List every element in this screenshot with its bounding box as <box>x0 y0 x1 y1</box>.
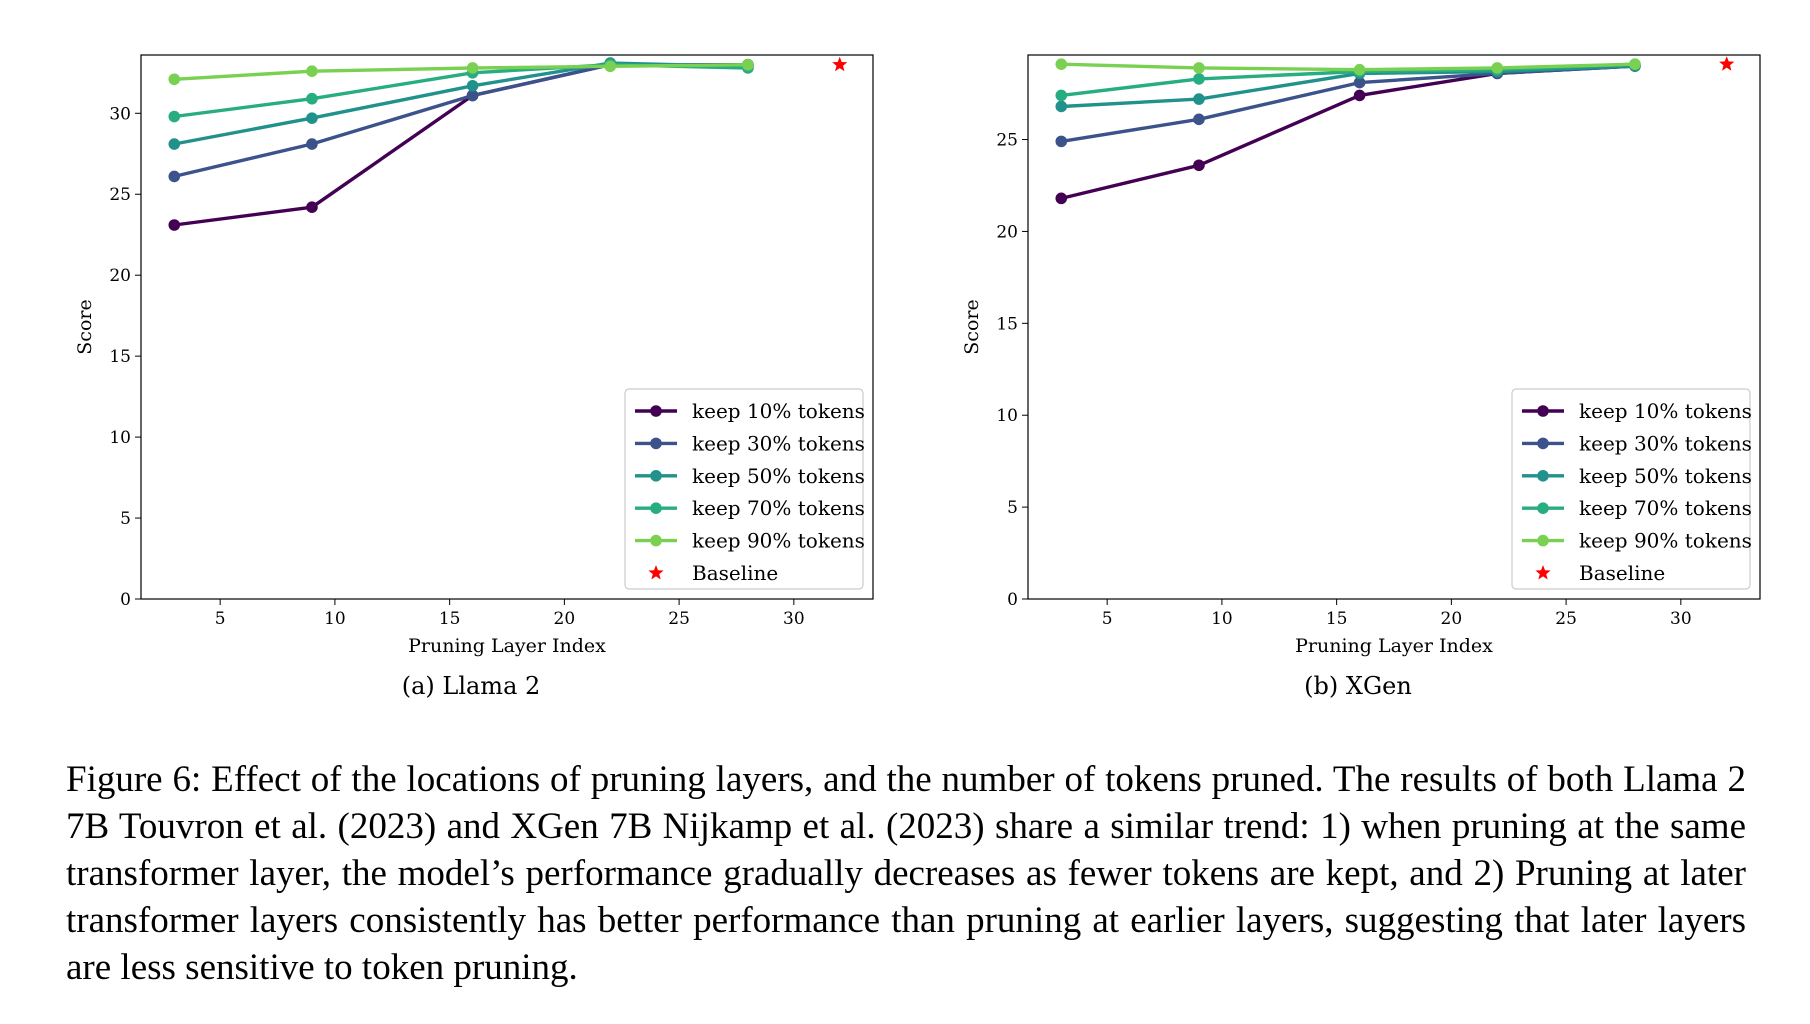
legend-marker <box>650 502 662 514</box>
data-point <box>604 60 617 73</box>
data-point <box>306 138 318 150</box>
data-point <box>306 92 318 105</box>
legend-label: keep 50% tokens <box>692 464 865 488</box>
series-line-5 <box>174 63 748 81</box>
data-point <box>1193 113 1205 126</box>
data-point <box>466 79 479 92</box>
y-tick-label: 0 <box>120 590 131 610</box>
legend-label: keep 70% tokens <box>1579 496 1752 520</box>
y-tick-label: 15 <box>109 347 131 367</box>
data-point <box>466 89 479 102</box>
x-tick-label: 25 <box>668 609 690 629</box>
y-tick-label: 5 <box>120 509 131 529</box>
data-point <box>1193 73 1205 85</box>
legend-label: keep 30% tokens <box>1579 431 1752 455</box>
legend-marker <box>1537 437 1549 450</box>
x-tick-label: 5 <box>215 609 226 629</box>
legend-label: keep 50% tokens <box>1579 464 1752 488</box>
data-point <box>1055 58 1068 70</box>
chart-llama2: 5 10 15 20 25 30 0 5 10 15 20 25 30 Pruning Layer Ind… <box>74 54 874 700</box>
series-line-2 <box>173 62 748 179</box>
x-tick-label: 20 <box>554 609 576 629</box>
y-tick-label: 20 <box>996 222 1018 242</box>
y-tick-label: 30 <box>109 104 131 124</box>
legend-marker <box>650 405 662 417</box>
x-tick-label: 5 <box>1102 609 1113 629</box>
y-axis-label: Score <box>74 299 96 354</box>
y-tick-label: 20 <box>109 266 131 286</box>
x-tick-label: 15 <box>439 609 461 629</box>
baseline-marker <box>832 56 848 72</box>
data-point <box>1193 93 1205 105</box>
data-point <box>742 58 754 71</box>
data-point <box>1491 62 1504 74</box>
y-axis-label: Score <box>961 299 983 354</box>
x-tick-label: 30 <box>1670 609 1692 629</box>
data-point <box>466 62 479 74</box>
legend-label: Baseline <box>692 561 778 585</box>
data-point <box>1629 58 1641 70</box>
data-point <box>168 110 181 123</box>
legend-box <box>624 388 864 590</box>
legend-baseline-marker <box>1535 565 1551 580</box>
y-tick-label: 25 <box>109 185 131 205</box>
x-tick-label: 20 <box>1441 609 1463 629</box>
data-point <box>168 219 181 231</box>
data-point <box>306 65 318 77</box>
x-axis-label: Pruning Layer Index <box>408 635 606 657</box>
chart-xgen: 5 10 15 20 25 30 0 5 10 15 20 25 Pruning Layer Index… <box>961 54 1761 700</box>
x-tick-label: 10 <box>324 609 346 629</box>
x-tick-label: 15 <box>1326 609 1348 629</box>
legend-box <box>1511 388 1751 590</box>
plot-frame <box>1027 54 1761 600</box>
y-tick-label: 10 <box>996 406 1018 426</box>
data-point <box>1055 192 1068 205</box>
y-tick-label: 25 <box>996 131 1018 151</box>
y-tick-label: 5 <box>1007 498 1018 518</box>
figure-caption: Figure 6: Effect of the locations of pru… <box>66 759 1746 988</box>
x-tick-label: 10 <box>1211 609 1233 629</box>
data-point <box>1055 135 1068 148</box>
data-point <box>168 73 181 86</box>
x-tick-label: 25 <box>1555 609 1577 629</box>
data-point <box>1353 76 1366 89</box>
y-tick-label: 15 <box>996 314 1018 334</box>
x-tick-label: 30 <box>783 609 805 629</box>
legend-marker <box>1537 470 1549 482</box>
series-line-2 <box>1061 64 1635 144</box>
data-point <box>1193 62 1205 74</box>
y-tick-label: 10 <box>109 428 131 448</box>
x-axis-label: Pruning Layer Index <box>1295 635 1493 657</box>
data-point <box>1055 100 1068 113</box>
legend-label: Baseline <box>1579 561 1665 585</box>
legend-marker <box>650 470 662 482</box>
legend-marker <box>1537 405 1549 417</box>
data-point <box>306 201 318 213</box>
data-point <box>1353 89 1366 102</box>
legend-label: keep 70% tokens <box>692 496 865 520</box>
legend-marker <box>650 437 662 450</box>
data-point <box>168 138 181 150</box>
legend-marker <box>650 534 662 547</box>
subfigure-caption: (b) XGen <box>1304 672 1412 700</box>
series-line-4 <box>174 62 748 119</box>
legend-label: keep 10% tokens <box>692 399 865 423</box>
legend-marker <box>1537 502 1549 514</box>
y-tick-label: 0 <box>1007 590 1018 610</box>
legend-label: keep 30% tokens <box>692 431 865 455</box>
legend-label: keep 90% tokens <box>692 529 865 553</box>
legend-baseline-marker <box>648 565 664 580</box>
data-point <box>168 170 181 183</box>
legend-label: keep 90% tokens <box>1579 529 1752 553</box>
data-point <box>306 112 318 124</box>
data-point <box>1193 159 1205 172</box>
baseline-marker <box>1719 56 1735 71</box>
legend-label: keep 10% tokens <box>1579 399 1752 423</box>
subfigure-caption: (a) Llama 2 <box>402 672 541 700</box>
data-point <box>1055 89 1068 102</box>
plot-frame <box>140 54 874 600</box>
legend-marker <box>1537 534 1549 547</box>
data-point <box>1353 63 1366 76</box>
